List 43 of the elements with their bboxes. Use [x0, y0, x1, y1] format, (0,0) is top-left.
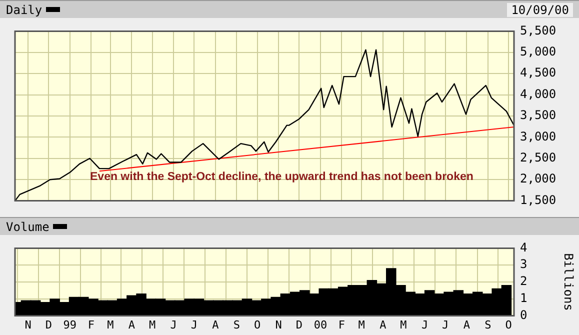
y-tick-label: 2,000	[520, 172, 556, 186]
y-tick-label: 5,000	[520, 44, 556, 59]
x-tick-label: J	[170, 318, 177, 332]
text: 10/09/00	[507, 2, 573, 16]
y-tick-label: 3,500	[520, 108, 556, 122]
y-axis-title: Billions	[562, 253, 576, 311]
x-tick-label: A	[212, 318, 220, 332]
y-tick-label: 4	[520, 240, 528, 254]
x-tick-label: N	[275, 318, 282, 332]
y-tick-label: 0	[520, 308, 528, 322]
x-tick-label: O	[254, 318, 261, 332]
x-tick-label: J	[421, 318, 428, 332]
y-tick-label: 4,000	[520, 86, 556, 101]
x-tick-label: N	[24, 318, 32, 332]
x-tick-label: 00	[314, 318, 328, 332]
annotation: Even with the Sept-Oct decline, the upward trend has not been broken	[90, 170, 474, 183]
x-tick-label: M	[107, 318, 114, 332]
y-tick-label: 3	[520, 257, 528, 272]
y-tick-label: 2,500	[520, 150, 556, 165]
x-tick-label: F	[88, 318, 94, 332]
x-tick-label: D	[296, 318, 302, 332]
x-tick-label: S	[484, 318, 492, 332]
x-tick-label: D	[45, 318, 52, 332]
x-tick-label: S	[233, 318, 240, 332]
y-tick-label: 2	[520, 274, 528, 288]
x-tick-label: A	[380, 318, 387, 332]
x-tick-label: 99	[63, 318, 77, 332]
y-tick-label: 1,500	[520, 192, 556, 207]
y-tick-label: 3,000	[520, 129, 556, 144]
x-tick-label: M	[148, 318, 156, 332]
legend-label: Volume	[6, 220, 50, 234]
y-tick-label: 5,500	[520, 23, 556, 38]
x-tick-label: J	[442, 318, 449, 332]
y-tick-label: 4,500	[520, 66, 556, 80]
x-tick-label: J	[190, 318, 198, 332]
x-tick-label: O	[505, 318, 512, 332]
y-tick-label: 1	[520, 291, 528, 306]
x-tick-label: F	[338, 318, 346, 332]
x-tick-label: M	[358, 318, 366, 332]
x-tick-label: M	[400, 318, 408, 332]
x-tick-label: A	[128, 318, 136, 332]
x-tick-label: A	[463, 318, 470, 332]
legend-label: Daily	[6, 2, 42, 16]
